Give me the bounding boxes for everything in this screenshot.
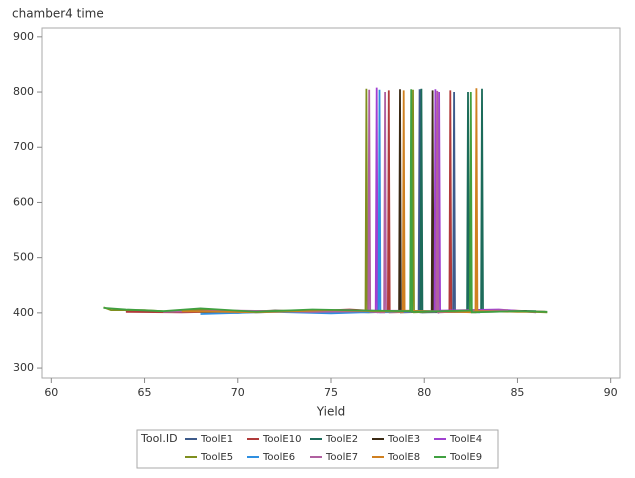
y-tick-label: 400 (13, 306, 34, 319)
x-tick-label: 90 (604, 386, 618, 399)
series-line (181, 88, 546, 314)
y-tick-label: 800 (13, 85, 34, 98)
x-tick-label: 65 (138, 386, 152, 399)
legend-label: ToolE1 (200, 434, 233, 445)
legend-label: ToolE10 (262, 434, 301, 445)
series-line (163, 89, 509, 314)
y-tick-label: 300 (13, 361, 34, 374)
legend-label: ToolE4 (449, 434, 482, 445)
legend-title: Tool.ID (140, 432, 178, 445)
legend-label: ToolE9 (449, 452, 482, 463)
legend-label: ToolE2 (325, 434, 358, 445)
series-line (103, 89, 548, 314)
plot-frame (41, 27, 621, 379)
series-line (237, 87, 537, 314)
legend-box (136, 429, 499, 469)
legend-label: ToolE3 (387, 434, 420, 445)
y-tick-label: 600 (13, 195, 34, 208)
x-tick-label: 70 (231, 386, 245, 399)
x-axis-label: Yield (316, 405, 346, 419)
x-tick-label: 60 (44, 386, 58, 399)
chart-title: chamber4 time (12, 7, 104, 21)
x-tick-label: 85 (510, 386, 524, 399)
x-tick-label: 80 (417, 386, 431, 399)
legend-label: ToolE7 (325, 452, 358, 463)
series-line (125, 89, 537, 314)
legend-label: ToolE6 (262, 452, 295, 463)
y-tick-label: 900 (13, 30, 34, 43)
legend-label: ToolE5 (200, 452, 233, 463)
y-tick-label: 500 (13, 251, 34, 264)
legend-label: ToolE8 (387, 452, 420, 463)
x-tick-label: 75 (324, 386, 338, 399)
y-tick-label: 700 (13, 140, 34, 153)
